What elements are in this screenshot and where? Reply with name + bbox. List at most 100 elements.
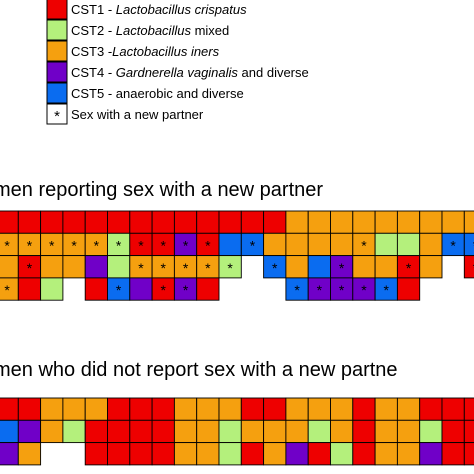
new-partner-star: * (227, 260, 233, 276)
new-partner-star: * (361, 282, 367, 298)
new-partner-star: * (183, 237, 189, 253)
heatmap-cell (84, 277, 108, 301)
heatmap-cell (196, 397, 220, 421)
new-partner-star: * (138, 237, 144, 253)
heatmap-cell (17, 397, 42, 421)
legend-swatch-cst4 (46, 61, 68, 83)
heatmap-cell (129, 442, 153, 466)
legend-label-cst1: CST1 - Lactobacillus crispatus (71, 2, 247, 17)
new-partner-star: * (205, 260, 211, 276)
heatmap-cell (285, 442, 309, 466)
heatmap-cell (463, 232, 474, 257)
new-partner-star: * (183, 260, 189, 276)
heatmap-cell (463, 210, 474, 234)
new-partner-star: * (317, 282, 323, 298)
heatmap-cell (307, 419, 331, 444)
heatmap-cell (330, 442, 354, 466)
heatmap-cell (151, 419, 175, 444)
heatmap-cell (396, 397, 421, 421)
heatmap-cell (151, 442, 175, 466)
heatmap-cell (396, 210, 421, 234)
panel-title-no-new-partner: men who did not report sex with a new pa… (0, 359, 398, 381)
heatmap-cell (129, 210, 153, 234)
heatmap-cell (352, 397, 376, 421)
heatmap-cell (263, 442, 287, 466)
new-partner-star: * (450, 237, 456, 253)
heatmap-cell (17, 419, 42, 444)
new-partner-star: * (161, 260, 167, 276)
heatmap-cell (307, 232, 331, 257)
new-partner-star: * (27, 237, 33, 253)
heatmap-cell (330, 210, 354, 234)
heatmap-cell (196, 210, 220, 234)
heatmap-cell (396, 232, 421, 257)
heatmap-cell (285, 210, 309, 234)
heatmap-cell (107, 255, 131, 279)
heatmap-cell (419, 255, 443, 279)
heatmap-cell (0, 210, 19, 234)
heatmap-cell (441, 419, 465, 444)
heatmap-cell (218, 419, 242, 444)
heatmap-cell (419, 442, 443, 466)
heatmap-cell (196, 442, 220, 466)
heatmap-cell (129, 419, 153, 444)
legend-label-cst3: CST3 -Lactobacillus iners (71, 44, 220, 59)
heatmap-cell (151, 210, 175, 234)
heatmap-cell (285, 419, 309, 444)
heatmap-cell (463, 419, 474, 444)
heatmap-cell (40, 277, 64, 301)
heatmap-cell (352, 442, 376, 466)
new-partner-star: * (339, 260, 345, 276)
heatmap-cell (263, 232, 287, 257)
heatmap-cell (173, 442, 198, 466)
new-partner-star: * (4, 237, 10, 253)
heatmap-cell (352, 255, 376, 279)
heatmap-cell (352, 419, 376, 444)
heatmap-cell (330, 232, 354, 257)
heatmap-cell (107, 210, 131, 234)
heatmap-cell (374, 210, 398, 234)
heatmap-cell (374, 419, 398, 444)
heatmap-cell (218, 442, 242, 466)
heatmap-cell (307, 255, 331, 279)
heatmap-no-new-partner (0, 397, 474, 466)
heatmap-cell (62, 210, 86, 234)
heatmap-new-partner: ********************************** (0, 210, 474, 301)
heatmap-cell (84, 255, 108, 279)
new-partner-star: * (473, 260, 474, 276)
new-partner-star: * (406, 260, 412, 276)
new-partner-star: * (138, 260, 144, 276)
heatmap-cell (307, 442, 331, 466)
heatmap-cell (218, 397, 242, 421)
heatmap-cell (62, 255, 86, 279)
new-partner-star: * (205, 237, 211, 253)
heatmap-cell (0, 419, 19, 444)
heatmap-cell (374, 442, 398, 466)
new-partner-star: * (71, 237, 77, 253)
heatmap-cell (84, 210, 108, 234)
heatmap-cell (240, 419, 265, 444)
new-partner-star: * (294, 282, 300, 298)
new-partner-star: * (161, 282, 167, 298)
new-partner-star: * (272, 260, 278, 276)
heatmap-cell (173, 210, 198, 234)
legend-label-cst5: CST5 - anaerobic and diverse (71, 86, 244, 101)
legend: CST1 - Lactobacillus crispatus CST2 - Lac… (46, 0, 309, 125)
legend-label-cst2: CST2 - Lactobacillus mixed (71, 23, 229, 38)
heatmap-cell (129, 277, 153, 301)
heatmap-cell (17, 277, 42, 301)
new-partner-star: * (49, 237, 55, 253)
heatmap-cell (374, 255, 398, 279)
new-partner-star: * (116, 282, 122, 298)
heatmap-cell (307, 210, 331, 234)
heatmap-cell (40, 255, 64, 279)
heatmap-cell (62, 397, 86, 421)
heatmap-cell (0, 255, 19, 279)
new-partner-star: * (473, 237, 474, 253)
heatmap-cell (196, 419, 220, 444)
heatmap-cell (173, 419, 198, 444)
heatmap-cell (218, 232, 242, 257)
new-partner-star: * (384, 282, 390, 298)
new-partner-star: * (339, 282, 345, 298)
